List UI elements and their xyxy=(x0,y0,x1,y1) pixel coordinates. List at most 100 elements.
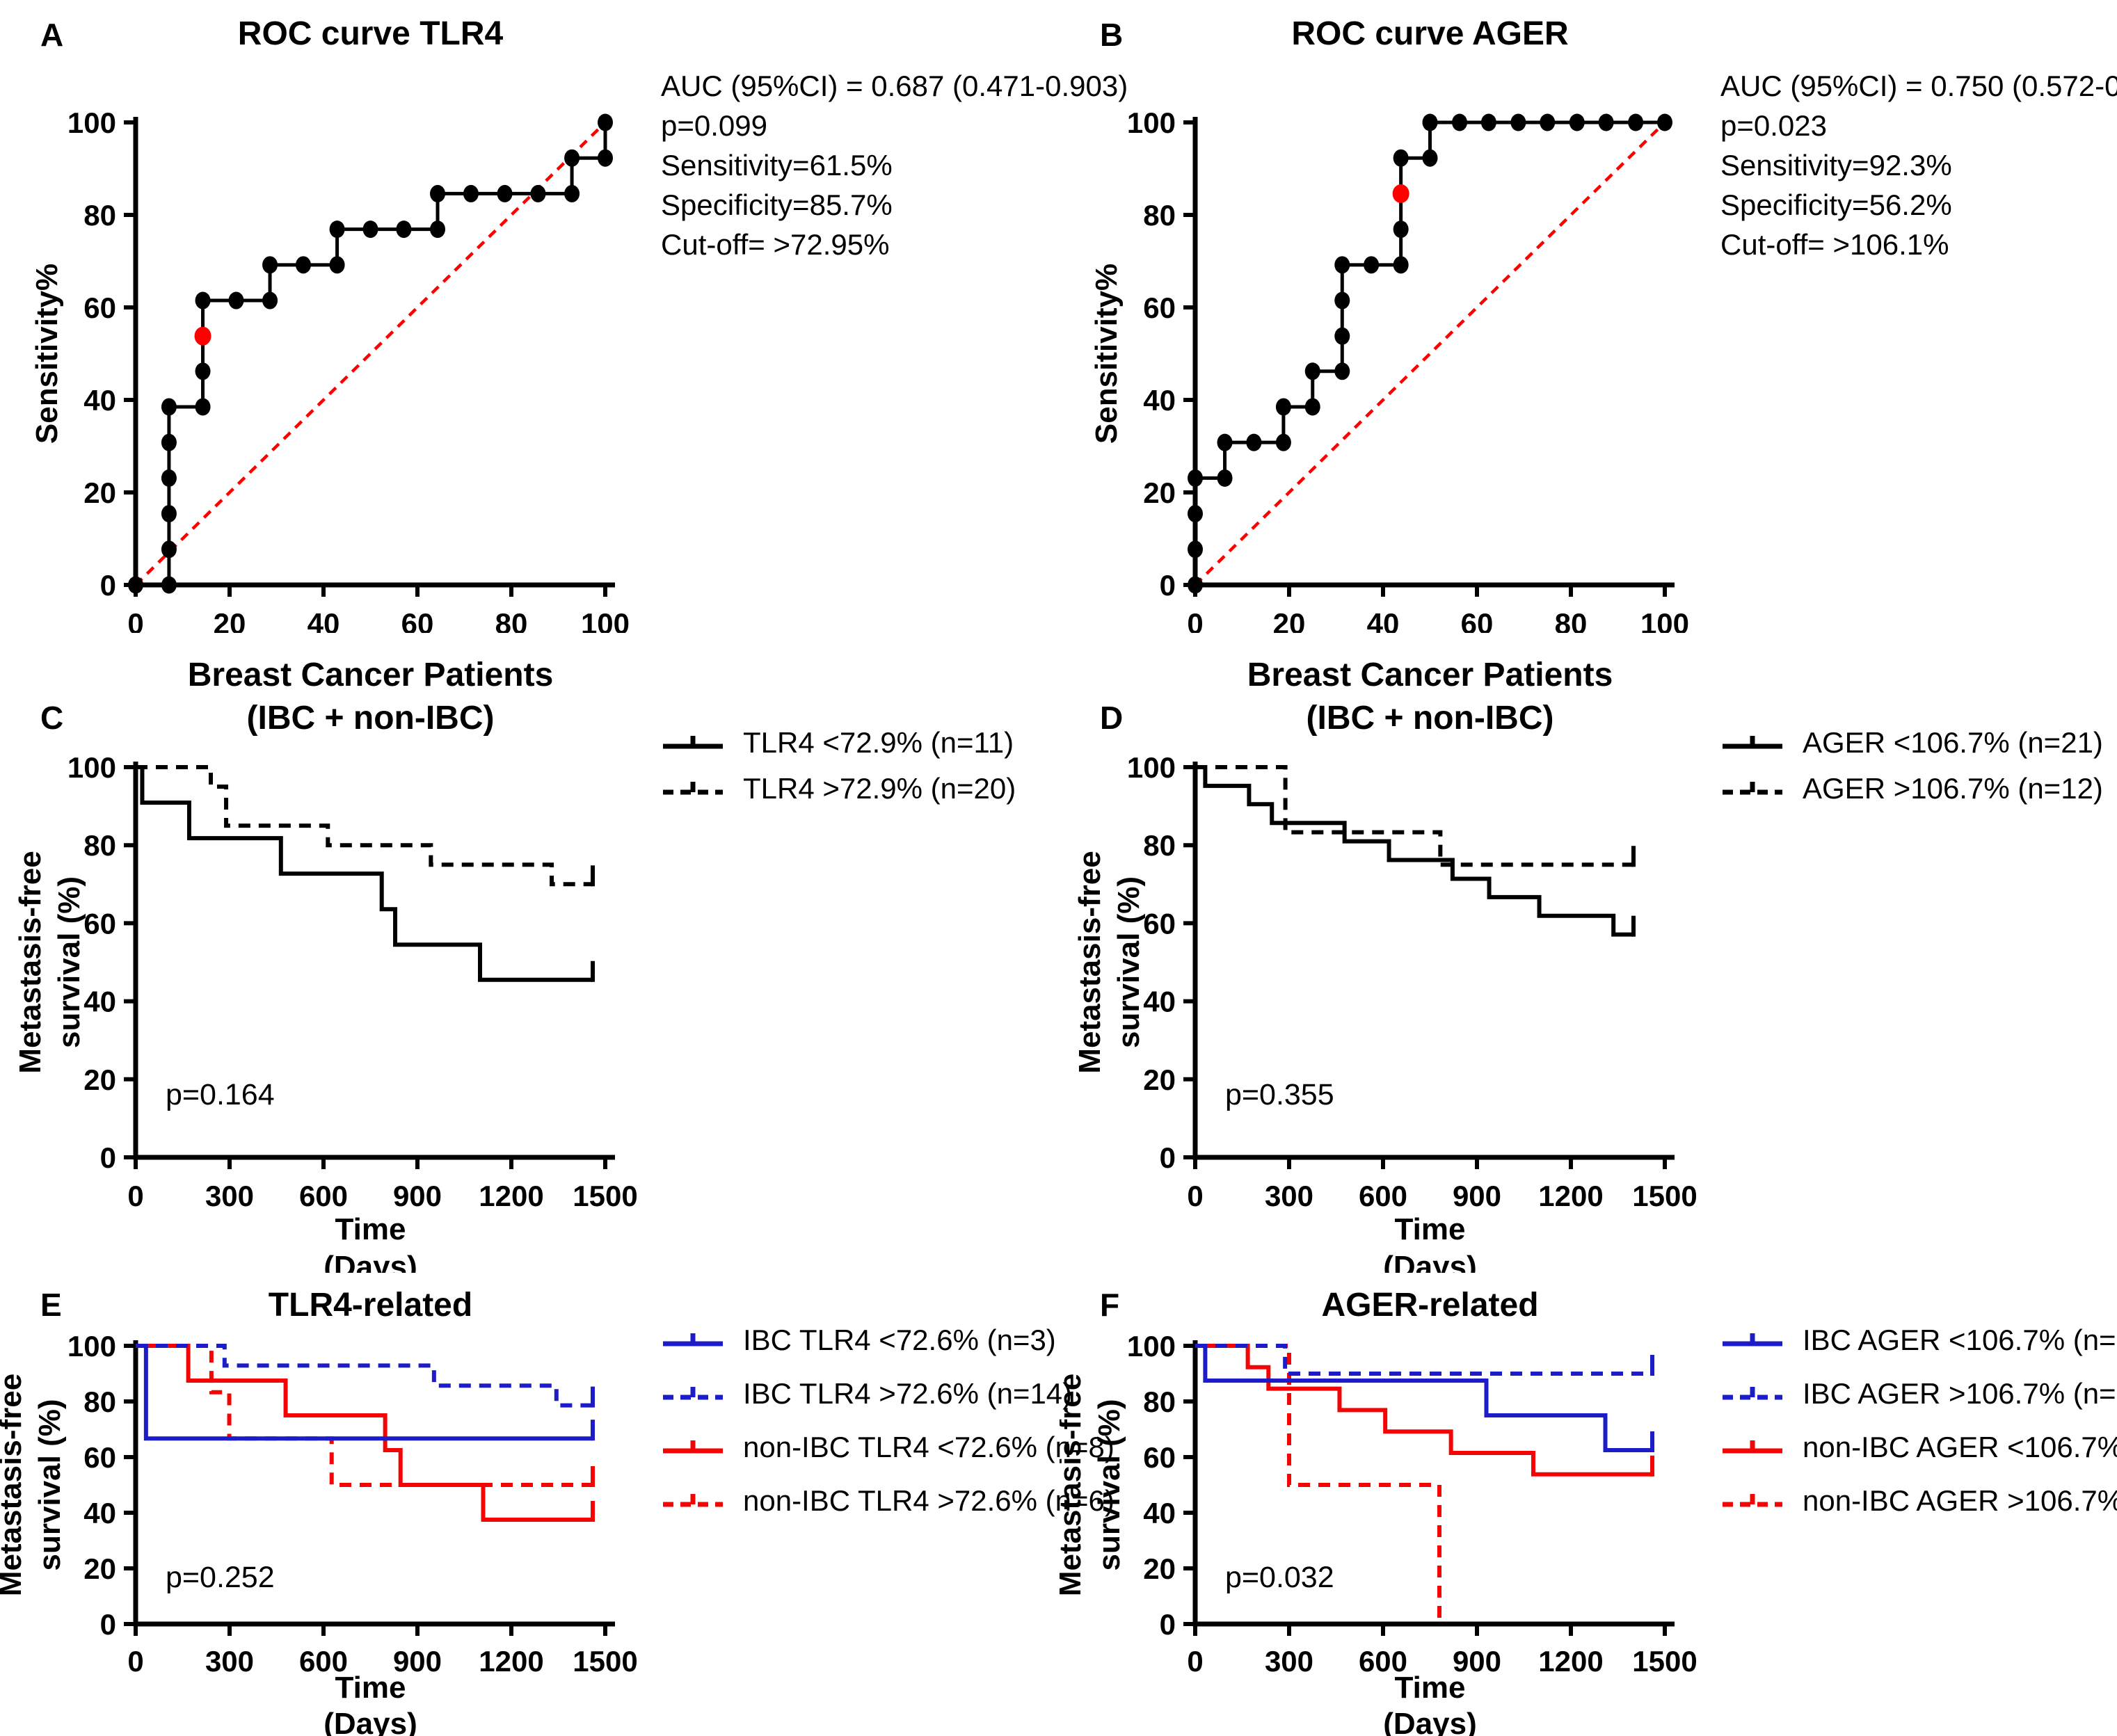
dashed-line-icon xyxy=(1723,1493,1782,1506)
svg-text:100: 100 xyxy=(581,607,630,633)
svg-text:80: 80 xyxy=(83,199,116,232)
svg-text:0: 0 xyxy=(1160,569,1176,602)
legend-item: IBC TLR4 <72.6% (n=3) xyxy=(661,1313,1115,1367)
svg-text:Breast Cancer Patients: Breast Cancer Patients xyxy=(188,657,554,693)
svg-text:80: 80 xyxy=(1143,829,1176,862)
svg-text:0: 0 xyxy=(1187,1180,1203,1212)
svg-text:1500: 1500 xyxy=(573,1180,637,1212)
annotation-line: Cut-off= >72.95% xyxy=(661,228,890,261)
legend-item: non-IBC TLR4 <72.6% (n=8) xyxy=(661,1420,1115,1474)
svg-text:p=0.252: p=0.252 xyxy=(166,1561,275,1594)
legend-item: IBC AGER <106.7% (n=8) xyxy=(1720,1313,2117,1367)
svg-text:0: 0 xyxy=(100,569,116,602)
svg-text:60: 60 xyxy=(1143,1441,1176,1474)
svg-text:p=0.032: p=0.032 xyxy=(1225,1561,1334,1594)
svg-text:Time: Time xyxy=(1395,1212,1466,1246)
svg-text:20: 20 xyxy=(1273,607,1306,633)
svg-text:1200: 1200 xyxy=(1538,1180,1603,1212)
svg-text:AGER-related: AGER-related xyxy=(1321,1287,1538,1324)
legend-item: IBC AGER >106.7% (n=10) xyxy=(1720,1367,2117,1420)
panel-c-legend: TLR4 <72.9% (n=11) TLR4 >72.9% (n=20) xyxy=(661,720,1016,812)
annotation-line: Sensitivity=61.5% xyxy=(661,149,893,182)
svg-text:(Days): (Days) xyxy=(1383,1250,1477,1273)
legend-label: TLR4 <72.9% (n=11) xyxy=(743,726,1014,759)
svg-text:100: 100 xyxy=(1640,607,1689,633)
solid-line-icon xyxy=(663,1333,723,1346)
legend-label: IBC AGER >106.7% (n=10) xyxy=(1803,1376,2117,1410)
panel-c-km-chart: C Breast Cancer Patients (IBC + non-IBC) 0 3… xyxy=(13,657,638,1273)
svg-text:100: 100 xyxy=(1127,106,1176,139)
svg-text:0: 0 xyxy=(100,1608,116,1641)
legend-item: TLR4 <72.9% (n=11) xyxy=(661,720,1016,766)
svg-text:survival (%): survival (%) xyxy=(52,876,86,1048)
svg-text:100: 100 xyxy=(1127,1330,1176,1363)
svg-text:TLR4-related: TLR4-related xyxy=(269,1287,472,1324)
svg-text:p=0.164: p=0.164 xyxy=(166,1078,275,1111)
svg-text:(IBC + non-IBC): (IBC + non-IBC) xyxy=(247,700,495,737)
solid-line-icon xyxy=(1723,1440,1782,1453)
svg-text:Sensitivity%: Sensitivity% xyxy=(1089,264,1124,444)
panel-b-annotation: AUC (95%CI) = 0.750 (0.572-0.928) p=0.023… xyxy=(1720,66,2117,264)
panel-e: E TLR4-related 0 300 600 900 1200 1500 0 20 40 60 80… xyxy=(0,1273,1115,1736)
svg-text:Metastasis-free: Metastasis-free xyxy=(13,851,47,1073)
legend-label: TLR4 >72.9% (n=20) xyxy=(743,772,1016,805)
svg-text:900: 900 xyxy=(393,1180,442,1212)
svg-text:600: 600 xyxy=(299,1180,348,1212)
solid-line-icon xyxy=(1723,736,1782,749)
svg-text:Time: Time xyxy=(1395,1671,1466,1705)
svg-text:1500: 1500 xyxy=(1632,1180,1697,1212)
annotation-line: Specificity=85.7% xyxy=(661,188,893,221)
panel-f-km-chart: F AGER-related 0 300 600 900 1200 1500 0 20 40 60 80… xyxy=(1060,1287,1697,1736)
svg-text:60: 60 xyxy=(83,291,116,324)
svg-text:(IBC + non-IBC): (IBC + non-IBC) xyxy=(1307,700,1554,737)
annotation-line: p=0.099 xyxy=(661,109,767,142)
svg-text:300: 300 xyxy=(1265,1645,1313,1678)
svg-text:0: 0 xyxy=(1187,607,1203,633)
svg-text:20: 20 xyxy=(83,1552,116,1585)
svg-text:40: 40 xyxy=(83,384,116,417)
legend-item: IBC TLR4 >72.6% (n=14) xyxy=(661,1367,1115,1420)
annotation-line: Cut-off= >106.1% xyxy=(1720,228,1949,261)
legend-label: non-IBC AGER >106.7% (n=2) xyxy=(1803,1484,2117,1517)
svg-text:D: D xyxy=(1100,700,1123,736)
panel-d: D Breast Cancer Patients (IBC + non-IBC) 0 3… xyxy=(1060,640,2117,1273)
svg-text:Breast Cancer Patients: Breast Cancer Patients xyxy=(1247,657,1613,693)
svg-text:600: 600 xyxy=(299,1645,348,1678)
svg-text:40: 40 xyxy=(1143,986,1176,1018)
legend-item: non-IBC AGER >106.7% (n=2) xyxy=(1720,1474,2117,1527)
dashed-line-icon xyxy=(1723,1386,1782,1399)
legend-label: IBC AGER <106.7% (n=8) xyxy=(1803,1323,2117,1356)
svg-text:40: 40 xyxy=(83,1497,116,1529)
legend-item: AGER >106.7% (n=12) xyxy=(1720,766,2103,812)
svg-text:Metastasis-free: Metastasis-free xyxy=(0,1374,28,1596)
svg-text:0: 0 xyxy=(127,1645,143,1678)
svg-text:100: 100 xyxy=(1127,751,1176,784)
panel-e-km-chart: E TLR4-related 0 300 600 900 1200 1500 0 20 40 60 80… xyxy=(0,1287,638,1736)
svg-text:60: 60 xyxy=(83,907,116,940)
panel-f-legend: IBC AGER <106.7% (n=8) IBC AGER >106.7% (… xyxy=(1720,1313,2117,1527)
svg-text:600: 600 xyxy=(1359,1180,1407,1212)
svg-text:80: 80 xyxy=(83,1385,116,1418)
svg-text:900: 900 xyxy=(1453,1180,1501,1212)
dashed-line-icon xyxy=(663,782,723,795)
panel-a-annotation: AUC (95%CI) = 0.687 (0.471-0.903) p=0.099… xyxy=(661,66,1128,264)
svg-text:80: 80 xyxy=(83,829,116,862)
svg-text:80: 80 xyxy=(1143,1385,1176,1418)
svg-text:ROC curve TLR4: ROC curve TLR4 xyxy=(238,15,504,52)
svg-text:20: 20 xyxy=(83,1063,116,1096)
svg-text:0: 0 xyxy=(1160,1608,1176,1641)
dashed-line-icon xyxy=(663,1493,723,1506)
dashed-line-icon xyxy=(663,1386,723,1399)
legend-label: non-IBC TLR4 <72.6% (n=8) xyxy=(743,1430,1115,1463)
svg-text:100: 100 xyxy=(67,106,116,139)
legend-label: non-IBC AGER <106.7% (n=13) xyxy=(1803,1430,2117,1463)
solid-line-icon xyxy=(663,1440,723,1453)
legend-item: non-IBC TLR4 >72.6% (n=6) xyxy=(661,1474,1115,1527)
panel-f: F AGER-related 0 300 600 900 1200 1500 0 20 40 60 80… xyxy=(1060,1273,2117,1736)
svg-text:40: 40 xyxy=(1143,384,1176,417)
svg-text:C: C xyxy=(40,700,63,736)
svg-text:60: 60 xyxy=(1143,907,1176,940)
svg-text:Time: Time xyxy=(335,1671,406,1705)
